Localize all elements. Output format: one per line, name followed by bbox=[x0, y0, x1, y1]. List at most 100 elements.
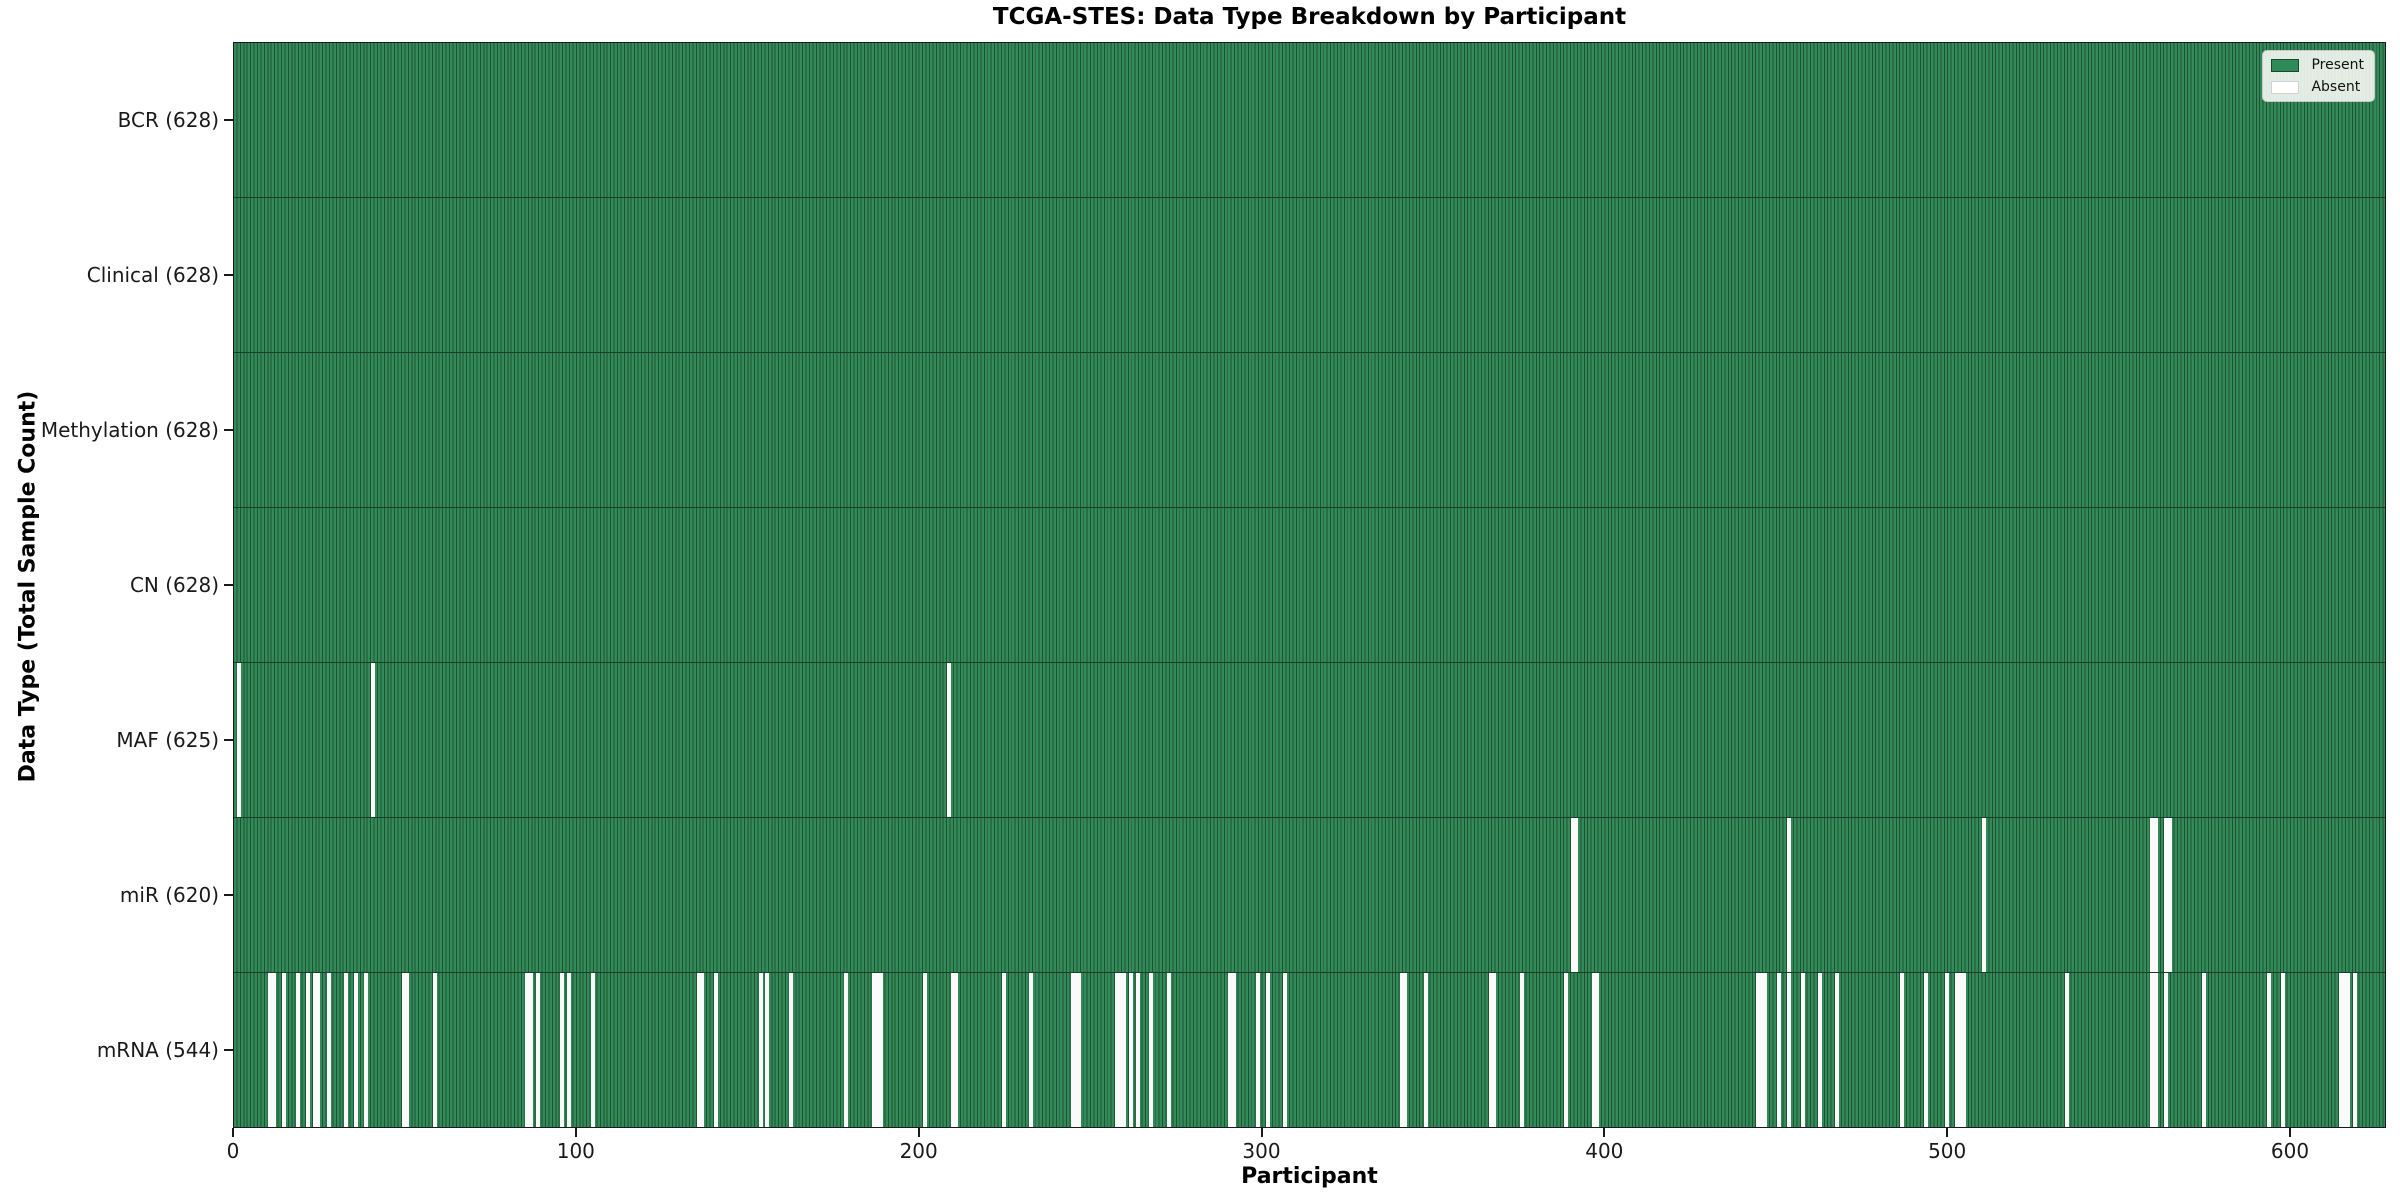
legend-entry-absent: Absent bbox=[2271, 79, 2364, 95]
absent-stripe bbox=[2153, 973, 2158, 1127]
y-tick-mark bbox=[224, 273, 233, 276]
row-miR bbox=[234, 817, 2385, 972]
absent-stripe bbox=[432, 973, 437, 1127]
absent-stripe bbox=[1255, 973, 1260, 1127]
absent-stripe bbox=[878, 973, 883, 1127]
absent-stripe bbox=[875, 973, 880, 1127]
absent-stripe bbox=[844, 973, 849, 1127]
legend-label-absent: Absent bbox=[2311, 79, 2361, 95]
absent-stripe bbox=[1077, 973, 1082, 1127]
absent-stripe bbox=[1776, 973, 1781, 1127]
x-tick-label: 400 bbox=[1585, 1139, 1624, 1163]
row-Methylation bbox=[234, 352, 2385, 507]
y-tick-mark bbox=[224, 428, 233, 431]
absent-stripe bbox=[1403, 973, 1408, 1127]
x-tick-label: 100 bbox=[556, 1139, 595, 1163]
absent-stripe bbox=[312, 973, 317, 1127]
absent-stripe bbox=[2150, 818, 2155, 972]
page-title: TCGA-STES: Data Type Breakdown by Partic… bbox=[992, 4, 1627, 30]
absent-stripe bbox=[1149, 973, 1154, 1127]
y-tick-label: BCR (628) bbox=[117, 107, 219, 132]
absent-stripe bbox=[268, 973, 273, 1127]
absent-stripe bbox=[353, 973, 358, 1127]
absent-stripe bbox=[2164, 818, 2169, 972]
legend: Present Absent bbox=[2262, 50, 2375, 102]
absent-stripe bbox=[1488, 973, 1493, 1127]
absent-stripe bbox=[326, 973, 331, 1127]
x-tick-mark bbox=[1260, 1128, 1263, 1137]
absent-stripe bbox=[2342, 973, 2347, 1127]
absent-stripe bbox=[590, 973, 595, 1127]
absent-stripe bbox=[713, 973, 718, 1127]
absent-stripe bbox=[2064, 973, 2069, 1127]
y-tick-mark bbox=[224, 584, 233, 586]
absent-stripe bbox=[758, 973, 763, 1127]
y-tick-mark bbox=[224, 118, 233, 121]
absent-stripe bbox=[1800, 973, 1805, 1127]
absent-stripe bbox=[2267, 973, 2271, 1127]
absent-stripe bbox=[316, 973, 321, 1127]
x-tick-label: 300 bbox=[1242, 1139, 1281, 1163]
absent-stripe bbox=[535, 973, 540, 1127]
row-BCR bbox=[234, 43, 2385, 197]
row-Clinical bbox=[234, 197, 2385, 352]
absent-stripe bbox=[1265, 973, 1270, 1127]
absent-stripe bbox=[1519, 973, 1524, 1127]
y-tick-label: Methylation (628) bbox=[40, 417, 219, 442]
row-mRNA bbox=[234, 972, 2385, 1127]
absent-stripe bbox=[1900, 973, 1905, 1127]
legend-label-present: Present bbox=[2311, 57, 2364, 73]
absent-stripe bbox=[1001, 973, 1006, 1127]
y-tick-mark bbox=[224, 894, 233, 897]
x-tick-mark bbox=[1946, 1128, 1949, 1137]
absent-swatch-icon bbox=[2271, 80, 2300, 94]
x-tick-mark bbox=[1603, 1128, 1606, 1137]
absent-stripe bbox=[1787, 973, 1792, 1127]
absent-stripe bbox=[2280, 973, 2285, 1127]
absent-stripe bbox=[1121, 973, 1126, 1127]
absent-stripe bbox=[700, 973, 705, 1127]
absent-stripe bbox=[405, 973, 410, 1127]
absent-stripe bbox=[1759, 973, 1764, 1127]
present-swatch-icon bbox=[2271, 58, 2300, 72]
absent-stripe bbox=[1571, 818, 1576, 972]
x-tick-mark bbox=[574, 1128, 577, 1137]
y-tick-mark bbox=[224, 1049, 233, 1052]
absent-stripe bbox=[2167, 818, 2172, 972]
absent-stripe bbox=[2153, 818, 2158, 972]
absent-stripe bbox=[306, 973, 310, 1127]
absent-stripe bbox=[1118, 973, 1123, 1127]
absent-stripe bbox=[1787, 818, 1792, 972]
absent-stripe bbox=[343, 973, 348, 1127]
absent-stripe bbox=[1073, 973, 1078, 1127]
absent-stripe bbox=[1756, 973, 1761, 1127]
absent-stripe bbox=[1492, 973, 1497, 1127]
absent-stripe bbox=[271, 973, 276, 1127]
legend-entry-present: Present bbox=[2271, 57, 2364, 73]
x-tick-mark bbox=[917, 1128, 920, 1137]
x-tick-mark bbox=[232, 1128, 234, 1137]
row-CN bbox=[234, 507, 2385, 662]
absent-stripe bbox=[2201, 973, 2206, 1127]
absent-stripe bbox=[282, 973, 286, 1127]
absent-stripe bbox=[1135, 973, 1140, 1127]
x-tick-label: 200 bbox=[899, 1139, 938, 1163]
absent-stripe bbox=[1835, 973, 1840, 1127]
absent-stripe bbox=[364, 973, 369, 1127]
absent-stripe bbox=[947, 663, 952, 817]
absent-stripe bbox=[923, 973, 928, 1127]
x-tick-label: 500 bbox=[1928, 1139, 1967, 1163]
absent-stripe bbox=[1595, 973, 1600, 1127]
absent-stripe bbox=[953, 973, 958, 1127]
absent-stripe bbox=[696, 973, 701, 1127]
absent-stripe bbox=[528, 973, 533, 1127]
absent-stripe bbox=[1955, 973, 1960, 1127]
heatmap-rows bbox=[234, 43, 2385, 1127]
absent-stripe bbox=[295, 973, 300, 1127]
absent-stripe bbox=[2164, 973, 2169, 1127]
absent-stripe bbox=[765, 973, 770, 1127]
absent-stripe bbox=[1944, 973, 1949, 1127]
absent-stripe bbox=[1817, 973, 1822, 1127]
absent-stripe bbox=[1982, 818, 1987, 972]
